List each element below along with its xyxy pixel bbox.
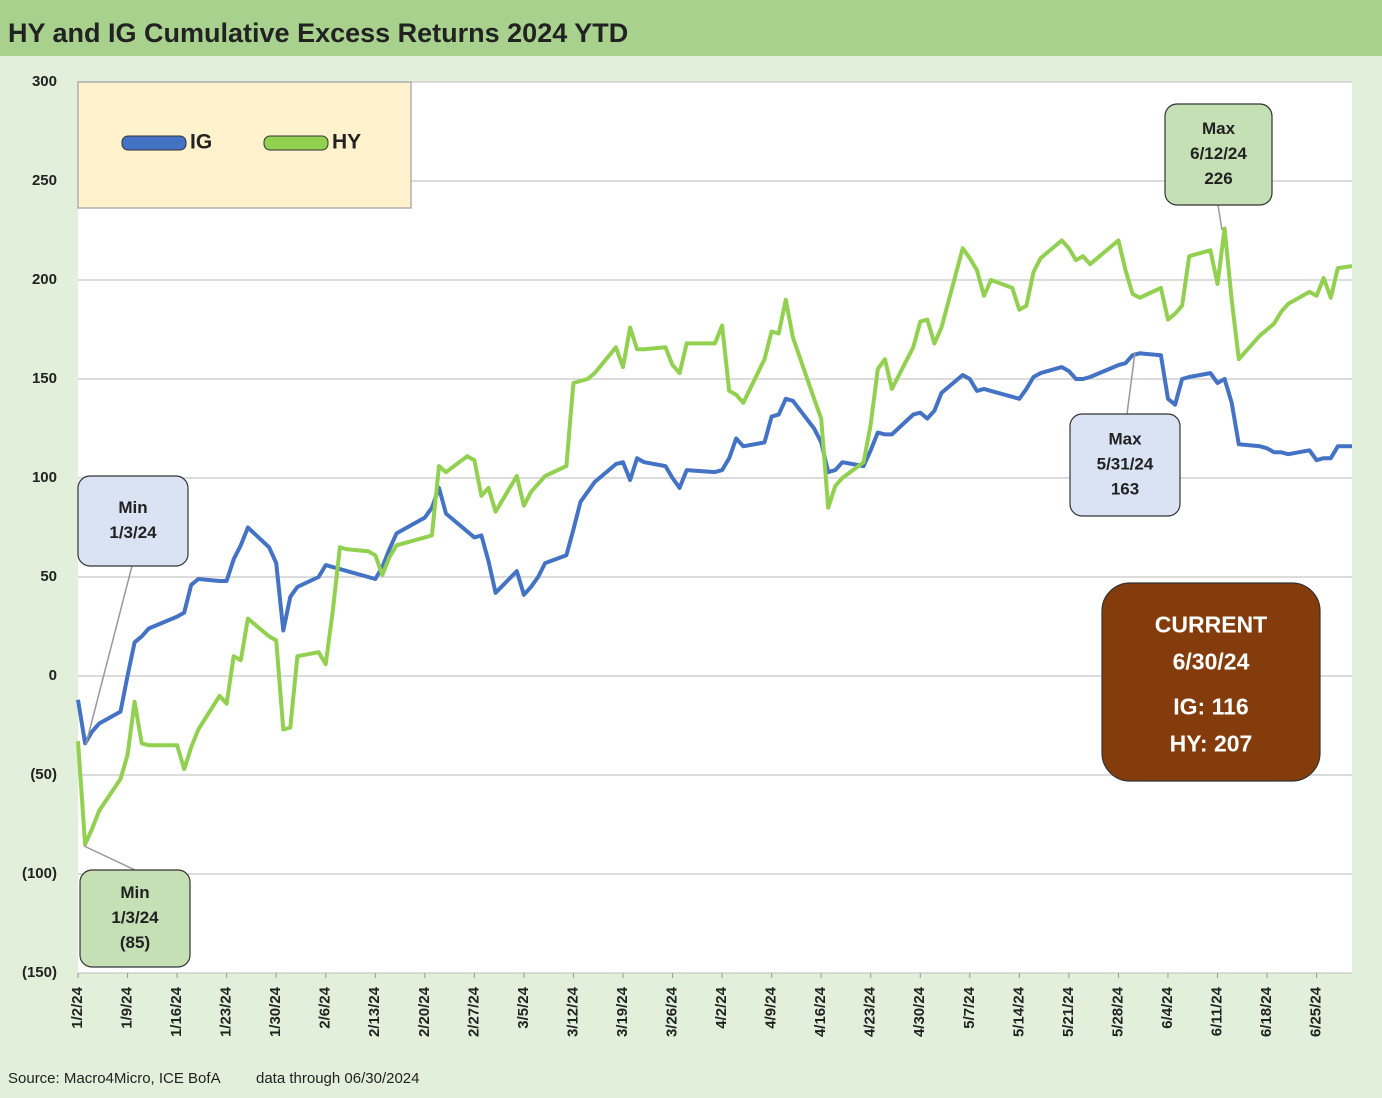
callout-pointer xyxy=(85,565,133,745)
callout-text: 5/31/24 xyxy=(1097,454,1154,473)
callout-text: CURRENT xyxy=(1155,612,1267,638)
x-tick-label: 5/14/24 xyxy=(1010,986,1027,1037)
x-tick-label: 1/30/24 xyxy=(267,986,284,1037)
callout-text: 226 xyxy=(1204,169,1232,188)
x-tick-label: 1/23/24 xyxy=(218,986,235,1037)
x-tick-label: 4/30/24 xyxy=(911,986,928,1037)
callout-pointer xyxy=(83,845,136,871)
x-tick-label: 1/2/24 xyxy=(69,986,86,1028)
x-tick-label: 6/4/24 xyxy=(1159,986,1176,1028)
x-tick-label: 4/16/24 xyxy=(812,986,829,1037)
x-tick-label: 3/12/24 xyxy=(564,986,581,1037)
y-tick-label: (50) xyxy=(30,766,57,783)
callout-pointer xyxy=(1126,351,1136,415)
x-tick-label: 5/21/24 xyxy=(1060,986,1077,1037)
x-tick-label: 6/11/24 xyxy=(1208,986,1225,1036)
note: data through 06/30/2024 xyxy=(256,1070,419,1087)
series-line xyxy=(76,351,1352,746)
x-tick-label: 6/18/24 xyxy=(1258,986,1275,1037)
x-tick-label: 4/2/24 xyxy=(713,986,730,1028)
source: Source: Macro4Micro, ICE BofA xyxy=(8,1070,221,1087)
y-tick-label: 300 xyxy=(32,73,57,90)
y-tick-label: (100) xyxy=(22,865,57,882)
x-tick-label: 4/23/24 xyxy=(862,986,879,1037)
title-bar xyxy=(0,0,1382,56)
y-tick-label: 0 xyxy=(49,667,57,684)
legend-label: IG xyxy=(190,131,212,154)
callout-text: 163 xyxy=(1111,479,1139,498)
callout-box xyxy=(1164,103,1273,206)
y-tick-label: 100 xyxy=(32,469,57,486)
x-tick-label: 2/20/24 xyxy=(416,986,433,1037)
x-tick-label: 3/26/24 xyxy=(664,986,681,1037)
legend-label: HY xyxy=(332,131,361,154)
legend-swatch xyxy=(263,135,329,151)
legend-swatch xyxy=(121,135,187,151)
callout-text: (85) xyxy=(120,933,150,952)
callout-text: Min xyxy=(118,498,147,517)
callout-box xyxy=(1101,582,1321,782)
callout-text: 6/30/24 xyxy=(1173,649,1250,675)
callout-text: Max xyxy=(1202,119,1236,138)
chart-title: HY and IG Cumulative Excess Returns 2024… xyxy=(8,18,628,48)
x-tick-label: 2/6/24 xyxy=(317,986,334,1028)
callout-box xyxy=(77,475,189,567)
callout-box xyxy=(1069,413,1181,517)
y-tick-label: 200 xyxy=(32,271,57,288)
x-tick-label: 1/9/24 xyxy=(119,986,136,1028)
callout-text: 1/3/24 xyxy=(109,523,157,542)
callout-text: 6/12/24 xyxy=(1190,144,1247,163)
callout-text: 1/3/24 xyxy=(111,908,159,927)
x-tick-label: 4/9/24 xyxy=(763,986,780,1028)
x-tick-label: 1/16/24 xyxy=(168,986,185,1037)
callout-pointer xyxy=(1217,204,1223,231)
x-tick-label: 2/27/24 xyxy=(465,986,482,1037)
series-line xyxy=(76,226,1353,847)
callout-text: IG: 116 xyxy=(1173,694,1248,720)
x-tick-label: 6/25/24 xyxy=(1308,986,1325,1037)
callout-box xyxy=(79,869,191,968)
callout-text: Max xyxy=(1108,429,1142,448)
callout-text: Min xyxy=(120,883,149,902)
x-tick-label: 2/13/24 xyxy=(366,986,383,1037)
plot-area xyxy=(78,82,1352,973)
x-tick-label: 5/7/24 xyxy=(961,986,978,1028)
callout-text: HY: 207 xyxy=(1170,731,1253,757)
y-tick-label: (150) xyxy=(22,964,57,981)
x-tick-label: 3/19/24 xyxy=(614,986,631,1037)
y-tick-label: 150 xyxy=(32,370,57,387)
x-tick-label: 5/28/24 xyxy=(1109,986,1126,1037)
y-tick-label: 50 xyxy=(40,568,57,585)
y-tick-label: 250 xyxy=(32,172,57,189)
x-tick-label: 3/5/24 xyxy=(515,986,532,1028)
